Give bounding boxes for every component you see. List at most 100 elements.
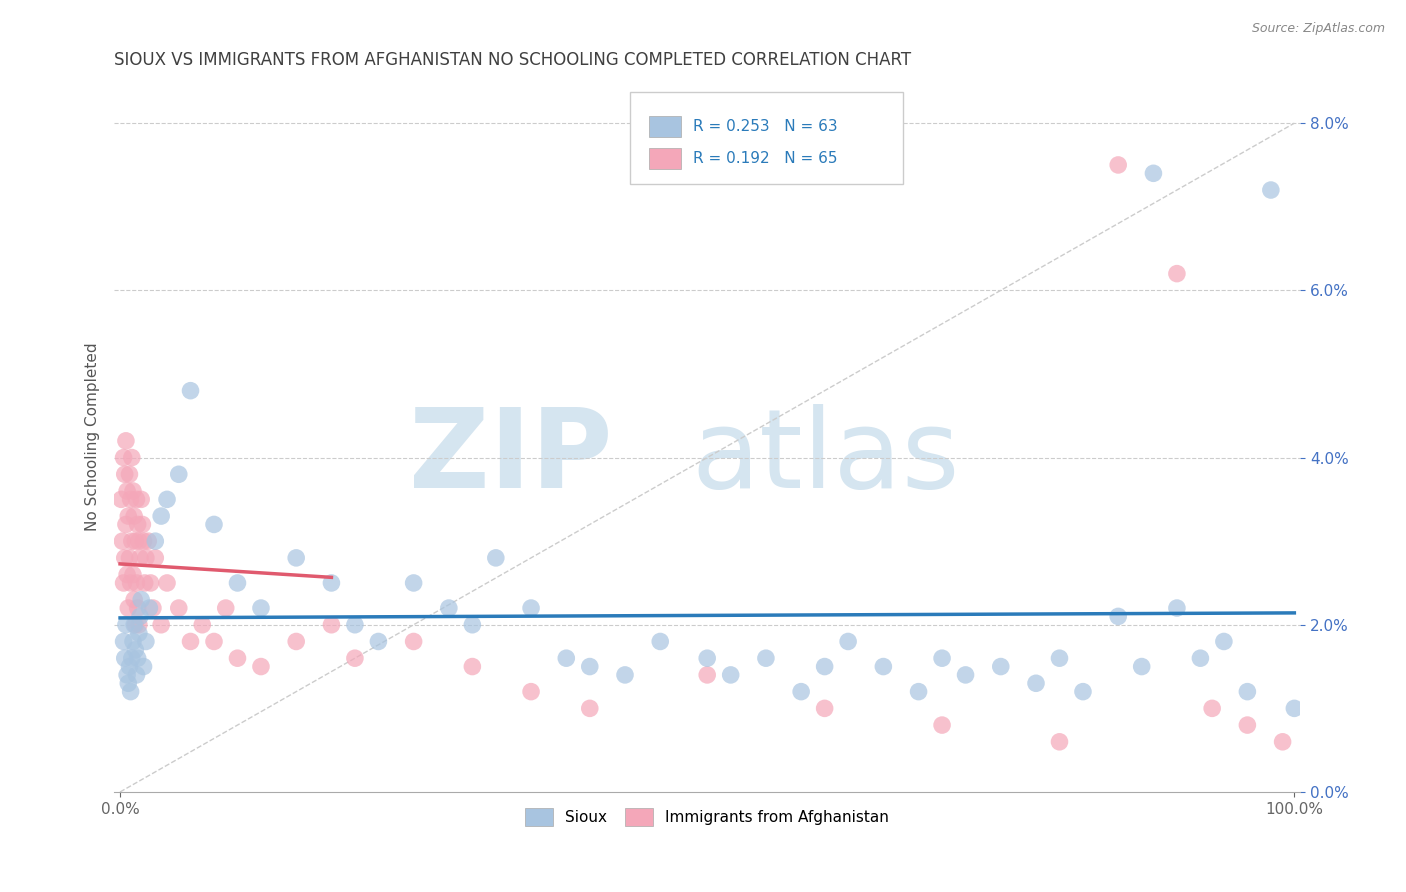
Point xyxy=(931,651,953,665)
Point xyxy=(131,517,153,532)
Point xyxy=(1189,651,1212,665)
Point xyxy=(156,492,179,507)
Point xyxy=(132,534,155,549)
Point xyxy=(128,534,150,549)
Point xyxy=(1236,684,1258,698)
Point xyxy=(696,651,718,665)
Point xyxy=(117,676,139,690)
Point xyxy=(114,550,136,565)
Point xyxy=(115,567,138,582)
Point xyxy=(127,517,149,532)
FancyBboxPatch shape xyxy=(650,148,681,169)
Point xyxy=(112,634,135,648)
Point xyxy=(112,576,135,591)
Point xyxy=(121,450,143,465)
Point xyxy=(143,534,166,549)
Point xyxy=(127,651,149,665)
Point xyxy=(1049,735,1071,749)
Point xyxy=(250,601,273,615)
Point xyxy=(931,718,953,732)
Point xyxy=(343,651,366,665)
Point xyxy=(1166,267,1188,281)
Point xyxy=(226,651,249,665)
Point xyxy=(1071,684,1094,698)
Point xyxy=(118,659,141,673)
Point xyxy=(115,517,138,532)
Point xyxy=(129,550,152,565)
Text: R = 0.253   N = 63: R = 0.253 N = 63 xyxy=(693,119,838,134)
Point xyxy=(955,668,977,682)
Point xyxy=(120,492,142,507)
Point xyxy=(555,651,578,665)
Point xyxy=(520,684,543,698)
Point xyxy=(1130,659,1153,673)
Point xyxy=(135,634,157,648)
Point xyxy=(139,576,162,591)
Point xyxy=(485,550,508,565)
Point xyxy=(226,576,249,591)
Point xyxy=(461,617,484,632)
Point xyxy=(696,668,718,682)
Text: SIOUX VS IMMIGRANTS FROM AFGHANISTAN NO SCHOOLING COMPLETED CORRELATION CHART: SIOUX VS IMMIGRANTS FROM AFGHANISTAN NO … xyxy=(114,51,911,69)
Point xyxy=(437,601,460,615)
Point xyxy=(402,634,425,648)
Point xyxy=(128,617,150,632)
Point xyxy=(180,384,202,398)
Text: atlas: atlas xyxy=(692,404,960,511)
Point xyxy=(118,467,141,482)
Legend: Sioux, Immigrants from Afghanistan: Sioux, Immigrants from Afghanistan xyxy=(517,800,897,834)
Point xyxy=(124,617,146,632)
Point xyxy=(128,626,150,640)
Point xyxy=(520,601,543,615)
Point xyxy=(122,634,145,648)
Point xyxy=(215,601,238,615)
Point xyxy=(115,617,138,632)
Point xyxy=(837,634,859,648)
Point xyxy=(321,617,343,632)
Point xyxy=(402,576,425,591)
Point xyxy=(1212,634,1234,648)
Point xyxy=(111,534,134,549)
Point xyxy=(134,576,156,591)
Point xyxy=(285,634,308,648)
Point xyxy=(1142,166,1164,180)
Point xyxy=(790,684,813,698)
Text: R = 0.192   N = 65: R = 0.192 N = 65 xyxy=(693,151,838,166)
Point xyxy=(720,668,742,682)
Point xyxy=(115,434,138,448)
Y-axis label: No Schooling Completed: No Schooling Completed xyxy=(86,343,100,531)
Point xyxy=(650,634,672,648)
Point xyxy=(125,492,148,507)
Point xyxy=(121,534,143,549)
Point xyxy=(125,668,148,682)
Point xyxy=(120,576,142,591)
Point xyxy=(1025,676,1047,690)
Point xyxy=(202,634,225,648)
Point xyxy=(367,634,389,648)
Point xyxy=(578,659,600,673)
Point xyxy=(872,659,894,673)
Point xyxy=(755,651,778,665)
Point xyxy=(120,684,142,698)
Point xyxy=(118,550,141,565)
Point xyxy=(167,467,190,482)
Point xyxy=(138,601,160,615)
Point xyxy=(1271,735,1294,749)
Point xyxy=(285,550,308,565)
Point xyxy=(114,651,136,665)
Point xyxy=(135,550,157,565)
Point xyxy=(1107,609,1129,624)
Point xyxy=(1166,601,1188,615)
Text: ZIP: ZIP xyxy=(409,404,613,511)
Point xyxy=(112,450,135,465)
Point xyxy=(167,601,190,615)
FancyBboxPatch shape xyxy=(630,92,903,185)
Point xyxy=(114,467,136,482)
Point xyxy=(250,659,273,673)
Point xyxy=(122,483,145,498)
Point xyxy=(578,701,600,715)
Point xyxy=(1107,158,1129,172)
Point xyxy=(115,483,138,498)
Point xyxy=(907,684,929,698)
Point xyxy=(202,517,225,532)
